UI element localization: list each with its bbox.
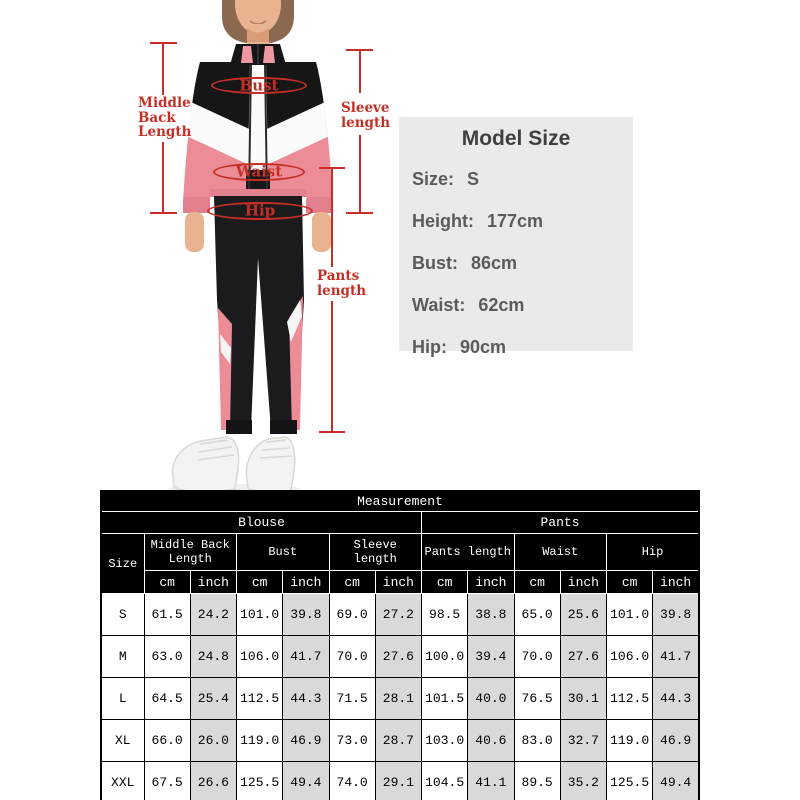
- model-size-item: Size: S: [412, 169, 480, 189]
- measure-cap: [319, 431, 345, 433]
- waist-label: Waist: [235, 162, 283, 181]
- measure-line: [331, 167, 333, 267]
- waist-ellipse: [213, 163, 305, 181]
- pants-length-label: Pants length: [317, 268, 367, 299]
- hip-annotation: Hip: [207, 202, 313, 220]
- column-header: Bust: [236, 533, 330, 571]
- measure-line: [162, 142, 164, 212]
- unit-header-cm: cm: [328, 570, 376, 594]
- measure-cap: [150, 212, 177, 214]
- unit-header-inch: inch: [374, 570, 423, 594]
- bust-ellipse: [211, 77, 307, 94]
- sleeve-length-label: Sleeve length: [341, 100, 391, 131]
- unit-header-inch: inch: [282, 570, 330, 594]
- model-photo: [168, 0, 333, 494]
- hip-label: Hip: [244, 201, 276, 220]
- group-header-blouse: Blouse: [100, 511, 422, 534]
- measurement-table: Measurement Blouse Pants Size Middle Bac…: [100, 490, 700, 800]
- column-header: Middle Back Length: [143, 533, 237, 571]
- model-shoes: [168, 436, 300, 494]
- size-cell: XXL: [100, 761, 145, 800]
- size-cell: XL: [100, 719, 145, 762]
- column-header: Waist: [513, 533, 607, 571]
- unit-header-cm: cm: [513, 570, 561, 594]
- unit-header-cm: cm: [143, 570, 191, 594]
- unit-header-cm: cm: [420, 570, 469, 594]
- table-row: XXL 67.5 26.6 125.5 49.4 74.0 29.1 104.5…: [100, 761, 700, 800]
- unit-header-inch: inch: [559, 570, 608, 594]
- model-size-item: Hip: 90cm: [412, 337, 507, 357]
- group-header-pants: Pants: [421, 511, 700, 534]
- table-row: L 64.5 25.4 112.5 44.3 71.5 28.1 101.5 4…: [100, 677, 700, 720]
- table-row: S 61.5 24.2 101.0 39.8 69.0 27.2 98.5 38…: [100, 593, 700, 636]
- model-size-title: Model Size: [461, 127, 571, 150]
- unit-header-inch: inch: [652, 570, 700, 594]
- column-header-size: Size: [100, 533, 145, 594]
- hip-ellipse: [207, 202, 313, 220]
- measure-line: [162, 42, 164, 95]
- column-header: Pants length: [421, 533, 515, 571]
- middle-back-length-label: Middle Back Length: [138, 95, 192, 140]
- model-head: [222, 0, 294, 50]
- unit-header-cm: cm: [605, 570, 654, 594]
- model-size-box: Model Size Size: S Height: 177cm Bust: 86cm…: [399, 117, 633, 357]
- size-cell: M: [100, 635, 145, 678]
- measure-cap: [346, 212, 373, 214]
- waist-annotation: Waist: [213, 163, 305, 181]
- size-cell: S: [100, 593, 145, 636]
- measure-line: [331, 301, 333, 431]
- model-size-item: Height: 177cm: [412, 211, 544, 231]
- measure-line: [359, 135, 361, 212]
- model-pants: [214, 196, 304, 434]
- model-size-item: Bust: 86cm: [412, 253, 518, 273]
- unit-header-inch: inch: [189, 570, 238, 594]
- column-header: Sleeve length: [328, 533, 422, 571]
- model-collar: [230, 44, 286, 65]
- model-size-item: Waist: 62cm: [412, 295, 525, 315]
- table-row: M 63.0 24.8 106.0 41.7 70.0 27.6 100.0 3…: [100, 635, 700, 678]
- size-cell: L: [100, 677, 145, 720]
- bust-annotation: Bust: [211, 77, 307, 94]
- unit-header-inch: inch: [467, 570, 515, 594]
- table-row: XL 66.0 26.0 119.0 46.9 73.0 28.7 103.0 …: [100, 719, 700, 762]
- column-header: Hip: [606, 533, 700, 571]
- bust-label: Bust: [239, 76, 279, 94]
- table-title: Measurement: [100, 490, 700, 512]
- unit-header-cm: cm: [235, 570, 284, 594]
- measure-line: [359, 49, 361, 93]
